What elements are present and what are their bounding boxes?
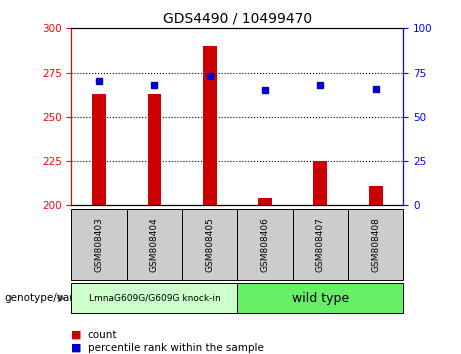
Text: GSM808404: GSM808404 xyxy=(150,217,159,272)
Text: GSM808407: GSM808407 xyxy=(316,217,325,272)
Text: percentile rank within the sample: percentile rank within the sample xyxy=(88,343,264,353)
Text: ■: ■ xyxy=(71,330,82,339)
Text: genotype/variation: genotype/variation xyxy=(5,293,104,303)
Bar xyxy=(92,94,106,205)
Text: GSM808406: GSM808406 xyxy=(260,217,270,272)
Text: count: count xyxy=(88,330,117,339)
Text: ■: ■ xyxy=(71,343,82,353)
Bar xyxy=(258,198,272,205)
Text: GSM808408: GSM808408 xyxy=(371,217,380,272)
Text: GSM808405: GSM808405 xyxy=(205,217,214,272)
Title: GDS4490 / 10499470: GDS4490 / 10499470 xyxy=(163,12,312,26)
Bar xyxy=(148,94,161,205)
Bar xyxy=(203,46,217,205)
Bar xyxy=(369,186,383,205)
Text: GSM808403: GSM808403 xyxy=(95,217,104,272)
Text: wild type: wild type xyxy=(292,292,349,305)
Text: LmnaG609G/G609G knock-in: LmnaG609G/G609G knock-in xyxy=(89,294,220,303)
Bar xyxy=(313,161,327,205)
